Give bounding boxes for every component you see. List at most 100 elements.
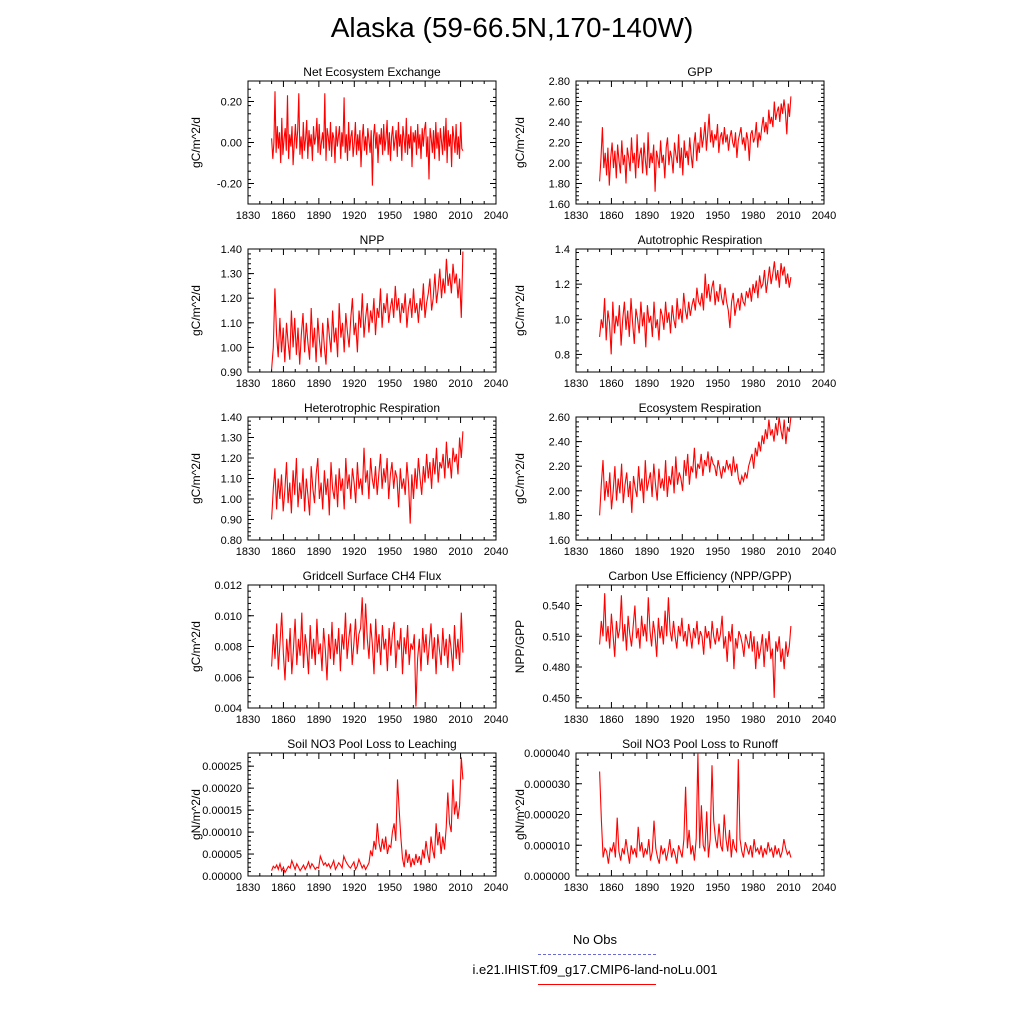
x-tick-label: 1920 [670, 378, 694, 390]
y-tick-label: 2.40 [549, 437, 570, 449]
chart-title: Ecosystem Respiration [639, 401, 762, 415]
x-tick-label: 1830 [564, 714, 588, 726]
x-tick-label: 1890 [307, 210, 331, 222]
x-tick-label: 2040 [812, 882, 836, 894]
chart-panel-9: Soil NO3 Pool Loss to Leaching 1830 1860 18… [189, 737, 508, 894]
x-tick-label: 2010 [448, 546, 472, 558]
y-tick-label: 0.000000 [524, 871, 570, 883]
x-tick-label: 1920 [670, 714, 694, 726]
y-tick-label: 0.010 [214, 611, 242, 623]
x-tick-label: 2040 [812, 546, 836, 558]
x-tick-label: 1890 [307, 378, 331, 390]
y-tick-label: 1.30 [221, 269, 242, 281]
y-axis-label: gC/m^2/d [513, 117, 527, 168]
y-tick-label: 1.60 [549, 199, 570, 211]
page-title: Alaska (59-66.5N,170-140W) [330, 12, 694, 43]
y-tick-label: 1.80 [549, 510, 570, 522]
chart-panel-8: Carbon Use Efficiency (NPP/GPP) 1830 1860 1… [513, 569, 836, 726]
chart-title: Autotrophic Respiration [638, 233, 763, 247]
y-tick-label: 0.00005 [202, 849, 242, 861]
x-tick-label: 1950 [377, 378, 401, 390]
x-tick-label: 2010 [776, 882, 800, 894]
x-tick-label: 1860 [599, 378, 623, 390]
y-axis-label: gC/m^2/d [189, 621, 203, 672]
y-tick-label: 1.40 [221, 244, 242, 256]
y-tick-label: 1.2 [555, 279, 570, 291]
chart-panel-10: Soil NO3 Pool Loss to Runoff 1830 1860 1890… [513, 737, 836, 894]
y-axis-label: gC/m^2/d [189, 285, 203, 336]
y-tick-label: 0.480 [542, 662, 570, 674]
chart-title: Heterotrophic Respiration [304, 401, 440, 415]
legend-model-line [538, 984, 656, 985]
y-axis-label: gN/m^2/d [513, 789, 527, 840]
y-axis-label: gC/m^2/d [513, 285, 527, 336]
x-tick-label: 1860 [599, 546, 623, 558]
y-tick-label: 0.00015 [202, 805, 242, 817]
y-axis-label: gC/m^2/d [513, 453, 527, 504]
x-tick-label: 1920 [670, 882, 694, 894]
x-tick-label: 1980 [741, 882, 765, 894]
y-tick-label: 0.00 [221, 138, 242, 150]
x-tick-label: 1830 [236, 714, 260, 726]
x-tick-label: 1920 [342, 378, 366, 390]
x-tick-label: 2010 [776, 546, 800, 558]
y-tick-label: 2.80 [549, 76, 570, 88]
x-tick-label: 2040 [812, 714, 836, 726]
y-tick-label: 0.006 [214, 672, 242, 684]
x-tick-label: 1890 [635, 714, 659, 726]
x-tick-label: 1890 [307, 714, 331, 726]
x-tick-label: 1830 [236, 210, 260, 222]
chart-title: Soil NO3 Pool Loss to Runoff [622, 737, 779, 751]
x-tick-label: 1860 [599, 714, 623, 726]
y-axis-label: gC/m^2/d [189, 453, 203, 504]
series-line [599, 752, 792, 864]
chart-title: Carbon Use Efficiency (NPP/GPP) [608, 569, 791, 583]
x-tick-label: 1830 [236, 882, 260, 894]
x-tick-label: 2010 [448, 714, 472, 726]
chart-panel-7: Gridcell Surface CH4 Flux 1830 1860 1890 192… [189, 569, 508, 726]
y-tick-label: 1.20 [221, 453, 242, 465]
y-tick-label: 0.012 [214, 580, 242, 592]
x-tick-label: 2010 [448, 378, 472, 390]
legend-obs-line [538, 954, 656, 955]
x-tick-label: 2010 [776, 714, 800, 726]
x-tick-label: 1950 [705, 378, 729, 390]
x-tick-label: 2040 [812, 378, 836, 390]
x-tick-label: 1860 [271, 210, 295, 222]
y-tick-label: 0.450 [542, 693, 570, 705]
series-line [271, 251, 464, 370]
x-tick-label: 1950 [377, 714, 401, 726]
series-line [599, 96, 792, 192]
chart-panel-2: GPP 1830 1860 1890 1920 1950 1980 2010 2040 1.60 1… [513, 65, 836, 222]
y-tick-label: 0.00000 [202, 871, 242, 883]
x-tick-label: 1950 [705, 210, 729, 222]
x-tick-label: 1950 [377, 546, 401, 558]
x-tick-label: 1980 [741, 546, 765, 558]
x-tick-label: 2010 [776, 210, 800, 222]
chart-title: Gridcell Surface CH4 Flux [303, 569, 442, 583]
x-tick-label: 1920 [670, 210, 694, 222]
y-tick-label: 0.00010 [202, 827, 242, 839]
x-tick-label: 1980 [413, 210, 437, 222]
plot-frame [247, 248, 497, 373]
x-tick-label: 1920 [342, 714, 366, 726]
x-tick-label: 1980 [413, 882, 437, 894]
series-line [271, 597, 464, 707]
y-tick-label: 1.10 [221, 318, 242, 330]
x-tick-label: 1950 [705, 546, 729, 558]
x-tick-label: 1920 [670, 546, 694, 558]
y-tick-label: 0.008 [214, 642, 242, 654]
x-tick-label: 2010 [776, 378, 800, 390]
y-tick-label: 0.510 [542, 631, 570, 643]
y-tick-label: 0.00020 [202, 783, 242, 795]
y-tick-label: 0.90 [221, 515, 242, 527]
x-tick-label: 2010 [448, 210, 472, 222]
x-tick-label: 1830 [564, 210, 588, 222]
chart-title: GPP [687, 65, 712, 79]
y-tick-label: 2.20 [549, 138, 570, 150]
chart-panel-1: Net Ecosystem Exchange 1830 1860 1890 1920 19… [189, 65, 508, 222]
x-tick-label: 1890 [307, 882, 331, 894]
y-tick-label: 1.40 [221, 412, 242, 424]
y-axis-label: NPP/GPP [513, 620, 527, 673]
x-tick-label: 2040 [484, 882, 508, 894]
